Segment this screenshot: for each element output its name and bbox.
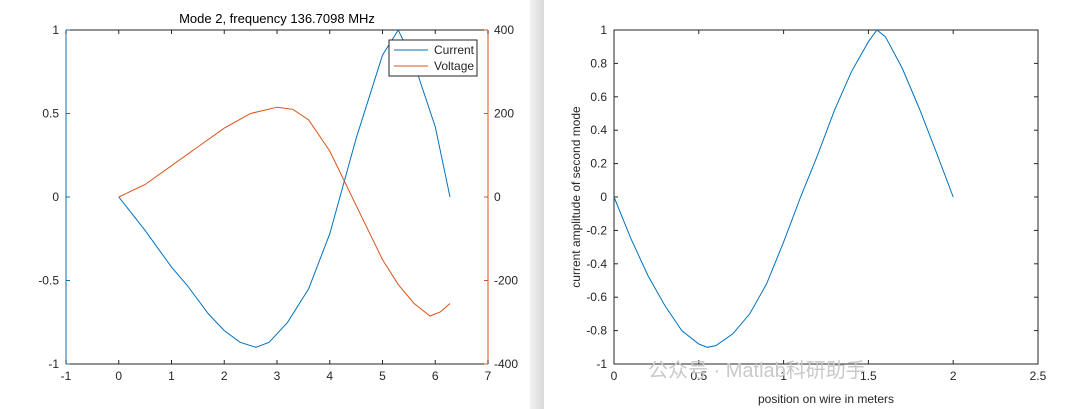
left-axes: -1 0 1 2 3 4 5 6 7 -1 -0.5 0 0.5 1 -400 -200 0 200 400 xyxy=(38,23,518,383)
right-axes: 0 0.5 1 1.5 2 2.5 -1 -0.8 -0.6 -0.4 -0.2 0 0.2 0.4 0.6… xyxy=(586,23,1046,383)
legend-voltage-label: Voltage xyxy=(434,59,474,73)
y-tick-label: -1 xyxy=(48,357,59,371)
x-tick-label: 2 xyxy=(950,369,957,383)
x-tick-label: 5 xyxy=(379,369,386,383)
y-tick-label: 0 xyxy=(600,190,607,204)
y-tick-label: 1 xyxy=(600,23,607,37)
x-tick-label: 3 xyxy=(274,369,281,383)
right-plot-box xyxy=(613,29,1039,365)
y-tick-label: -1 xyxy=(596,357,607,371)
x-tick-label: 6 xyxy=(432,369,439,383)
legend-current-label: Current xyxy=(434,43,475,57)
y-tick-label: -0.6 xyxy=(586,290,607,304)
watermark: 公众号 · Matlab科研助手 xyxy=(648,359,866,382)
y-tick-label: 0.2 xyxy=(590,157,607,171)
y-tick-label: 0 xyxy=(52,190,59,204)
x-axis-label: position on wire in meters xyxy=(758,392,894,406)
voltage-series-line xyxy=(118,106,451,317)
y2-tick-label: -200 xyxy=(494,274,518,288)
current-amplitude-line xyxy=(613,29,954,348)
legend: Current Voltage xyxy=(388,39,478,77)
y2-tick-label: 0 xyxy=(494,190,501,204)
chart-title: Mode 2, frequency 136.7098 MHz xyxy=(179,11,375,26)
x-tick-label: 1 xyxy=(168,369,175,383)
right-figure: 0 0.5 1 1.5 2 2.5 -1 -0.8 -0.6 -0.4 -0.2 0 0.2 0.4 0.6… xyxy=(544,0,1080,409)
x-tick-label: -1 xyxy=(61,369,72,383)
x-tick-label: 0 xyxy=(611,369,618,383)
left-plot-area xyxy=(66,30,488,364)
window-divider xyxy=(530,0,544,409)
x-tick-label: 2 xyxy=(221,369,228,383)
x-tick-label: 0 xyxy=(115,369,122,383)
right-series xyxy=(613,29,954,348)
x-tick-label: 4 xyxy=(326,369,333,383)
x-tick-label: 7 xyxy=(485,369,492,383)
y-tick-label: -0.5 xyxy=(38,274,59,288)
current-amplitude-chart: 0 0.5 1 1.5 2 2.5 -1 -0.8 -0.6 -0.4 -0.2 0 0.2 0.4 0.6… xyxy=(569,23,1047,406)
y2-tick-label: 200 xyxy=(494,107,514,121)
left-figure: Mode 2, frequency 136.7098 MHz -1 0 1 2 3 4 5 6… xyxy=(0,0,530,409)
y-tick-label: 0.4 xyxy=(590,123,607,137)
current-series-line xyxy=(118,28,451,348)
left-plot-background xyxy=(66,30,488,364)
y2-tick-label: -400 xyxy=(494,357,518,371)
y-tick-label: -0.4 xyxy=(586,257,607,271)
left-series xyxy=(118,28,451,348)
legend-box xyxy=(388,39,478,77)
x-tick-label: 1.5 xyxy=(860,369,877,383)
y-tick-label: -0.8 xyxy=(586,324,607,338)
y-tick-label: 0.8 xyxy=(590,56,607,70)
y-axis-label: current amplitude of second mode xyxy=(569,106,583,288)
y-tick-label: 0.5 xyxy=(42,107,59,121)
y-tick-label: -0.2 xyxy=(586,223,607,237)
x-tick-label: 0.5 xyxy=(690,369,707,383)
mode2-chart: Mode 2, frequency 136.7098 MHz -1 0 1 2 3 4 5 6… xyxy=(38,11,518,383)
x-tick-label: 2.5 xyxy=(1030,369,1047,383)
x-tick-label: 1 xyxy=(780,369,787,383)
y2-tick-label: 400 xyxy=(494,23,514,37)
y-tick-label: 0.6 xyxy=(590,90,607,104)
y-tick-label: 1 xyxy=(52,23,59,37)
